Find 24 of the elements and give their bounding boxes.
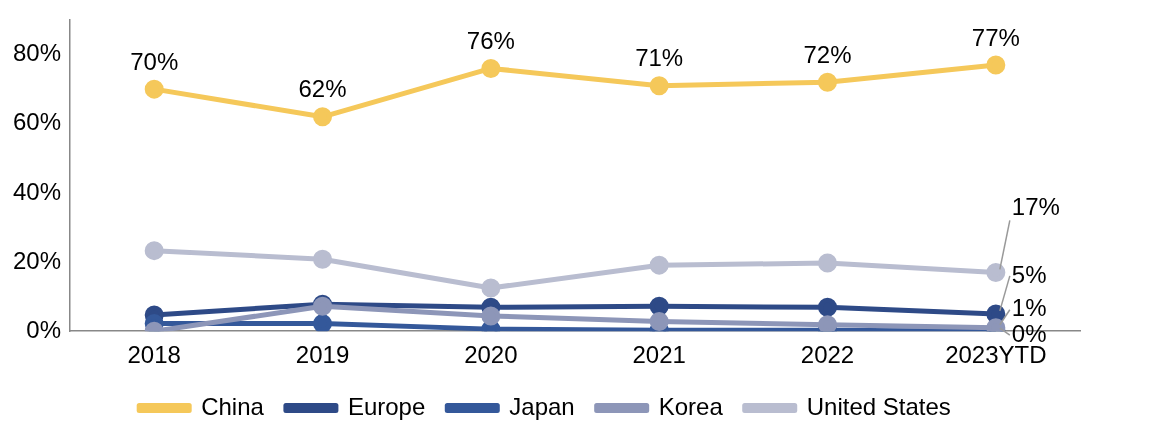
- x-tick-label: 2019: [295, 341, 350, 369]
- legend-label: United States: [806, 392, 951, 420]
- data-label: 70%: [130, 47, 179, 75]
- data-label: 77%: [971, 23, 1020, 51]
- y-tick-label: 0%: [26, 315, 62, 343]
- legend-label: Europe: [347, 392, 426, 420]
- x-tick-label: 2018: [127, 341, 181, 369]
- data-label: 17%: [1011, 193, 1060, 221]
- legend-label: China: [201, 392, 265, 420]
- y-tick-label: 20%: [12, 246, 62, 274]
- legend-label: Japan: [509, 392, 575, 420]
- data-label: 62%: [298, 75, 347, 103]
- data-label: 71%: [635, 44, 684, 72]
- x-tick-label: 2022: [800, 341, 855, 369]
- legend-label: Korea: [658, 392, 724, 420]
- data-label: 5%: [1011, 260, 1047, 288]
- y-tick-label: 40%: [12, 177, 62, 205]
- data-label: 76%: [466, 27, 515, 55]
- y-tick-label: 80%: [12, 39, 62, 67]
- x-tick-label: 2020: [464, 341, 518, 369]
- x-tick-label: 2021: [632, 341, 686, 369]
- y-tick-label: 60%: [12, 108, 62, 136]
- data-label: 72%: [803, 40, 852, 68]
- data-label: 1%: [1011, 294, 1047, 322]
